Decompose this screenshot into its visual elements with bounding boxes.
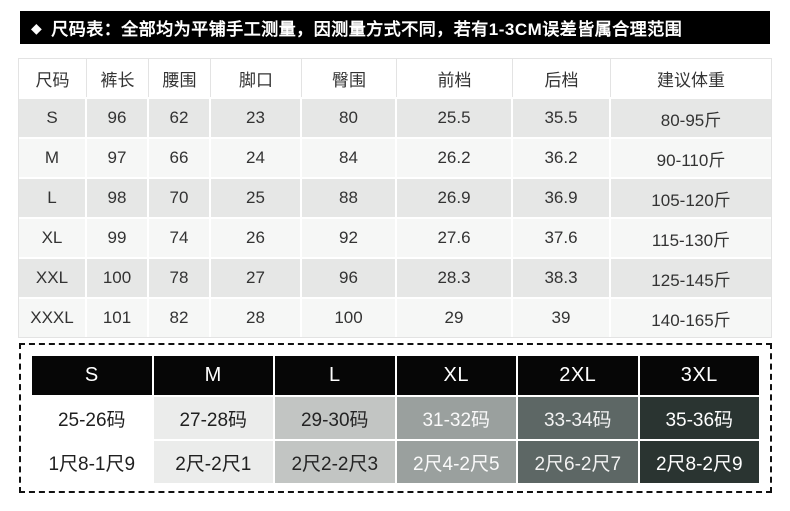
conv-header-2xl: 2XL: [518, 356, 638, 395]
column-header-hip: 臀围: [302, 59, 397, 97]
cell: 27.6: [397, 217, 513, 257]
cell: 38.3: [513, 257, 611, 297]
cell: 27-28码: [153, 397, 273, 439]
cell: 24: [211, 137, 302, 177]
cell: 99: [87, 217, 149, 257]
cell: 80: [302, 97, 397, 137]
cell: 2尺4-2尺5: [396, 441, 516, 483]
cell: 25.5: [397, 97, 513, 137]
table-row-m: M 97 66 24 84 26.2 36.2 90-110斤: [19, 137, 771, 177]
cell: XXL: [19, 257, 87, 297]
banner-text: 尺码表：全部均为平铺手工测量，因测量方式不同，若有1-3CM误差皆属合理范围: [51, 20, 683, 39]
conv-header-xl: XL: [396, 356, 516, 395]
table-row-xxxl: XXXL 101 82 28 100 29 39 140-165斤: [19, 297, 771, 337]
cell: 97: [87, 137, 149, 177]
size-table-header-row: 尺码 裤长 腰围 脚口 臀围 前档 后档 建议体重: [19, 59, 771, 97]
column-header-back-rise: 后档: [513, 59, 611, 97]
conv-header-l: L: [275, 356, 395, 395]
conversion-box: S M L XL 2XL 3XL 25-26码 27-28码 29-30码 31…: [19, 343, 772, 493]
cell: 78: [149, 257, 211, 297]
cell: 31-32码: [396, 397, 516, 439]
cell: 84: [302, 137, 397, 177]
cell: 101: [87, 297, 149, 337]
cell: 26.9: [397, 177, 513, 217]
cell: 25: [211, 177, 302, 217]
column-header-size: 尺码: [19, 59, 87, 97]
diamond-icon: ◆: [31, 19, 43, 36]
cell: 62: [149, 97, 211, 137]
cell: 90-110斤: [611, 137, 771, 177]
cell: XL: [19, 217, 87, 257]
column-header-leg-opening: 脚口: [211, 59, 302, 97]
size-table: 尺码 裤长 腰围 脚口 臀围 前档 后档 建议体重 S 96 62 23 80 …: [18, 58, 772, 338]
cell: 28: [211, 297, 302, 337]
cell: 36.9: [513, 177, 611, 217]
cell: 82: [149, 297, 211, 337]
cell: 2尺8-2尺9: [639, 441, 759, 483]
cell: 35-36码: [639, 397, 759, 439]
table-row-s: S 96 62 23 80 25.5 35.5 80-95斤: [19, 97, 771, 137]
cell: M: [19, 137, 87, 177]
cell: 35.5: [513, 97, 611, 137]
cell: 29: [397, 297, 513, 337]
cell: 37.6: [513, 217, 611, 257]
column-header-suggested-weight: 建议体重: [611, 59, 771, 97]
cell: 2尺6-2尺7: [518, 441, 638, 483]
cell: 96: [302, 257, 397, 297]
conversion-row-chi: 1尺8-1尺9 2尺-2尺1 2尺2-2尺3 2尺4-2尺5 2尺6-2尺7 2…: [32, 441, 759, 483]
conv-header-3xl: 3XL: [639, 356, 759, 395]
conversion-header-row: S M L XL 2XL 3XL: [32, 356, 759, 395]
cell: 36.2: [513, 137, 611, 177]
cell: 100: [87, 257, 149, 297]
cell: 66: [149, 137, 211, 177]
cell: 28.3: [397, 257, 513, 297]
cell: 70: [149, 177, 211, 217]
size-chart-banner: ◆ 尺码表：全部均为平铺手工测量，因测量方式不同，若有1-3CM误差皆属合理范围: [20, 11, 770, 44]
cell: 98: [87, 177, 149, 217]
conv-header-s: S: [32, 356, 152, 395]
cell: 115-130斤: [611, 217, 771, 257]
conv-header-m: M: [153, 356, 273, 395]
cell: 27: [211, 257, 302, 297]
cell: 26.2: [397, 137, 513, 177]
cell: 29-30码: [275, 397, 395, 439]
cell: 2尺2-2尺3: [275, 441, 395, 483]
cell: 140-165斤: [611, 297, 771, 337]
cell: 100: [302, 297, 397, 337]
conversion-row-size-code: 25-26码 27-28码 29-30码 31-32码 33-34码 35-36…: [32, 397, 759, 439]
column-header-front-rise: 前档: [397, 59, 513, 97]
cell: 105-120斤: [611, 177, 771, 217]
cell: 96: [87, 97, 149, 137]
cell: 92: [302, 217, 397, 257]
cell: S: [19, 97, 87, 137]
cell: 33-34码: [518, 397, 638, 439]
table-row-xxl: XXL 100 78 27 96 28.3 38.3 125-145斤: [19, 257, 771, 297]
cell: 125-145斤: [611, 257, 771, 297]
table-row-l: L 98 70 25 88 26.9 36.9 105-120斤: [19, 177, 771, 217]
cell: 39: [513, 297, 611, 337]
cell: 80-95斤: [611, 97, 771, 137]
cell: 2尺-2尺1: [153, 441, 273, 483]
cell: L: [19, 177, 87, 217]
cell: 88: [302, 177, 397, 217]
cell: XXXL: [19, 297, 87, 337]
cell: 1尺8-1尺9: [32, 441, 152, 483]
cell: 74: [149, 217, 211, 257]
column-header-waist: 腰围: [149, 59, 211, 97]
cell: 25-26码: [32, 397, 152, 439]
cell: 26: [211, 217, 302, 257]
conversion-table: S M L XL 2XL 3XL 25-26码 27-28码 29-30码 31…: [30, 354, 761, 485]
cell: 23: [211, 97, 302, 137]
column-header-pants-length: 裤长: [87, 59, 149, 97]
table-row-xl: XL 99 74 26 92 27.6 37.6 115-130斤: [19, 217, 771, 257]
